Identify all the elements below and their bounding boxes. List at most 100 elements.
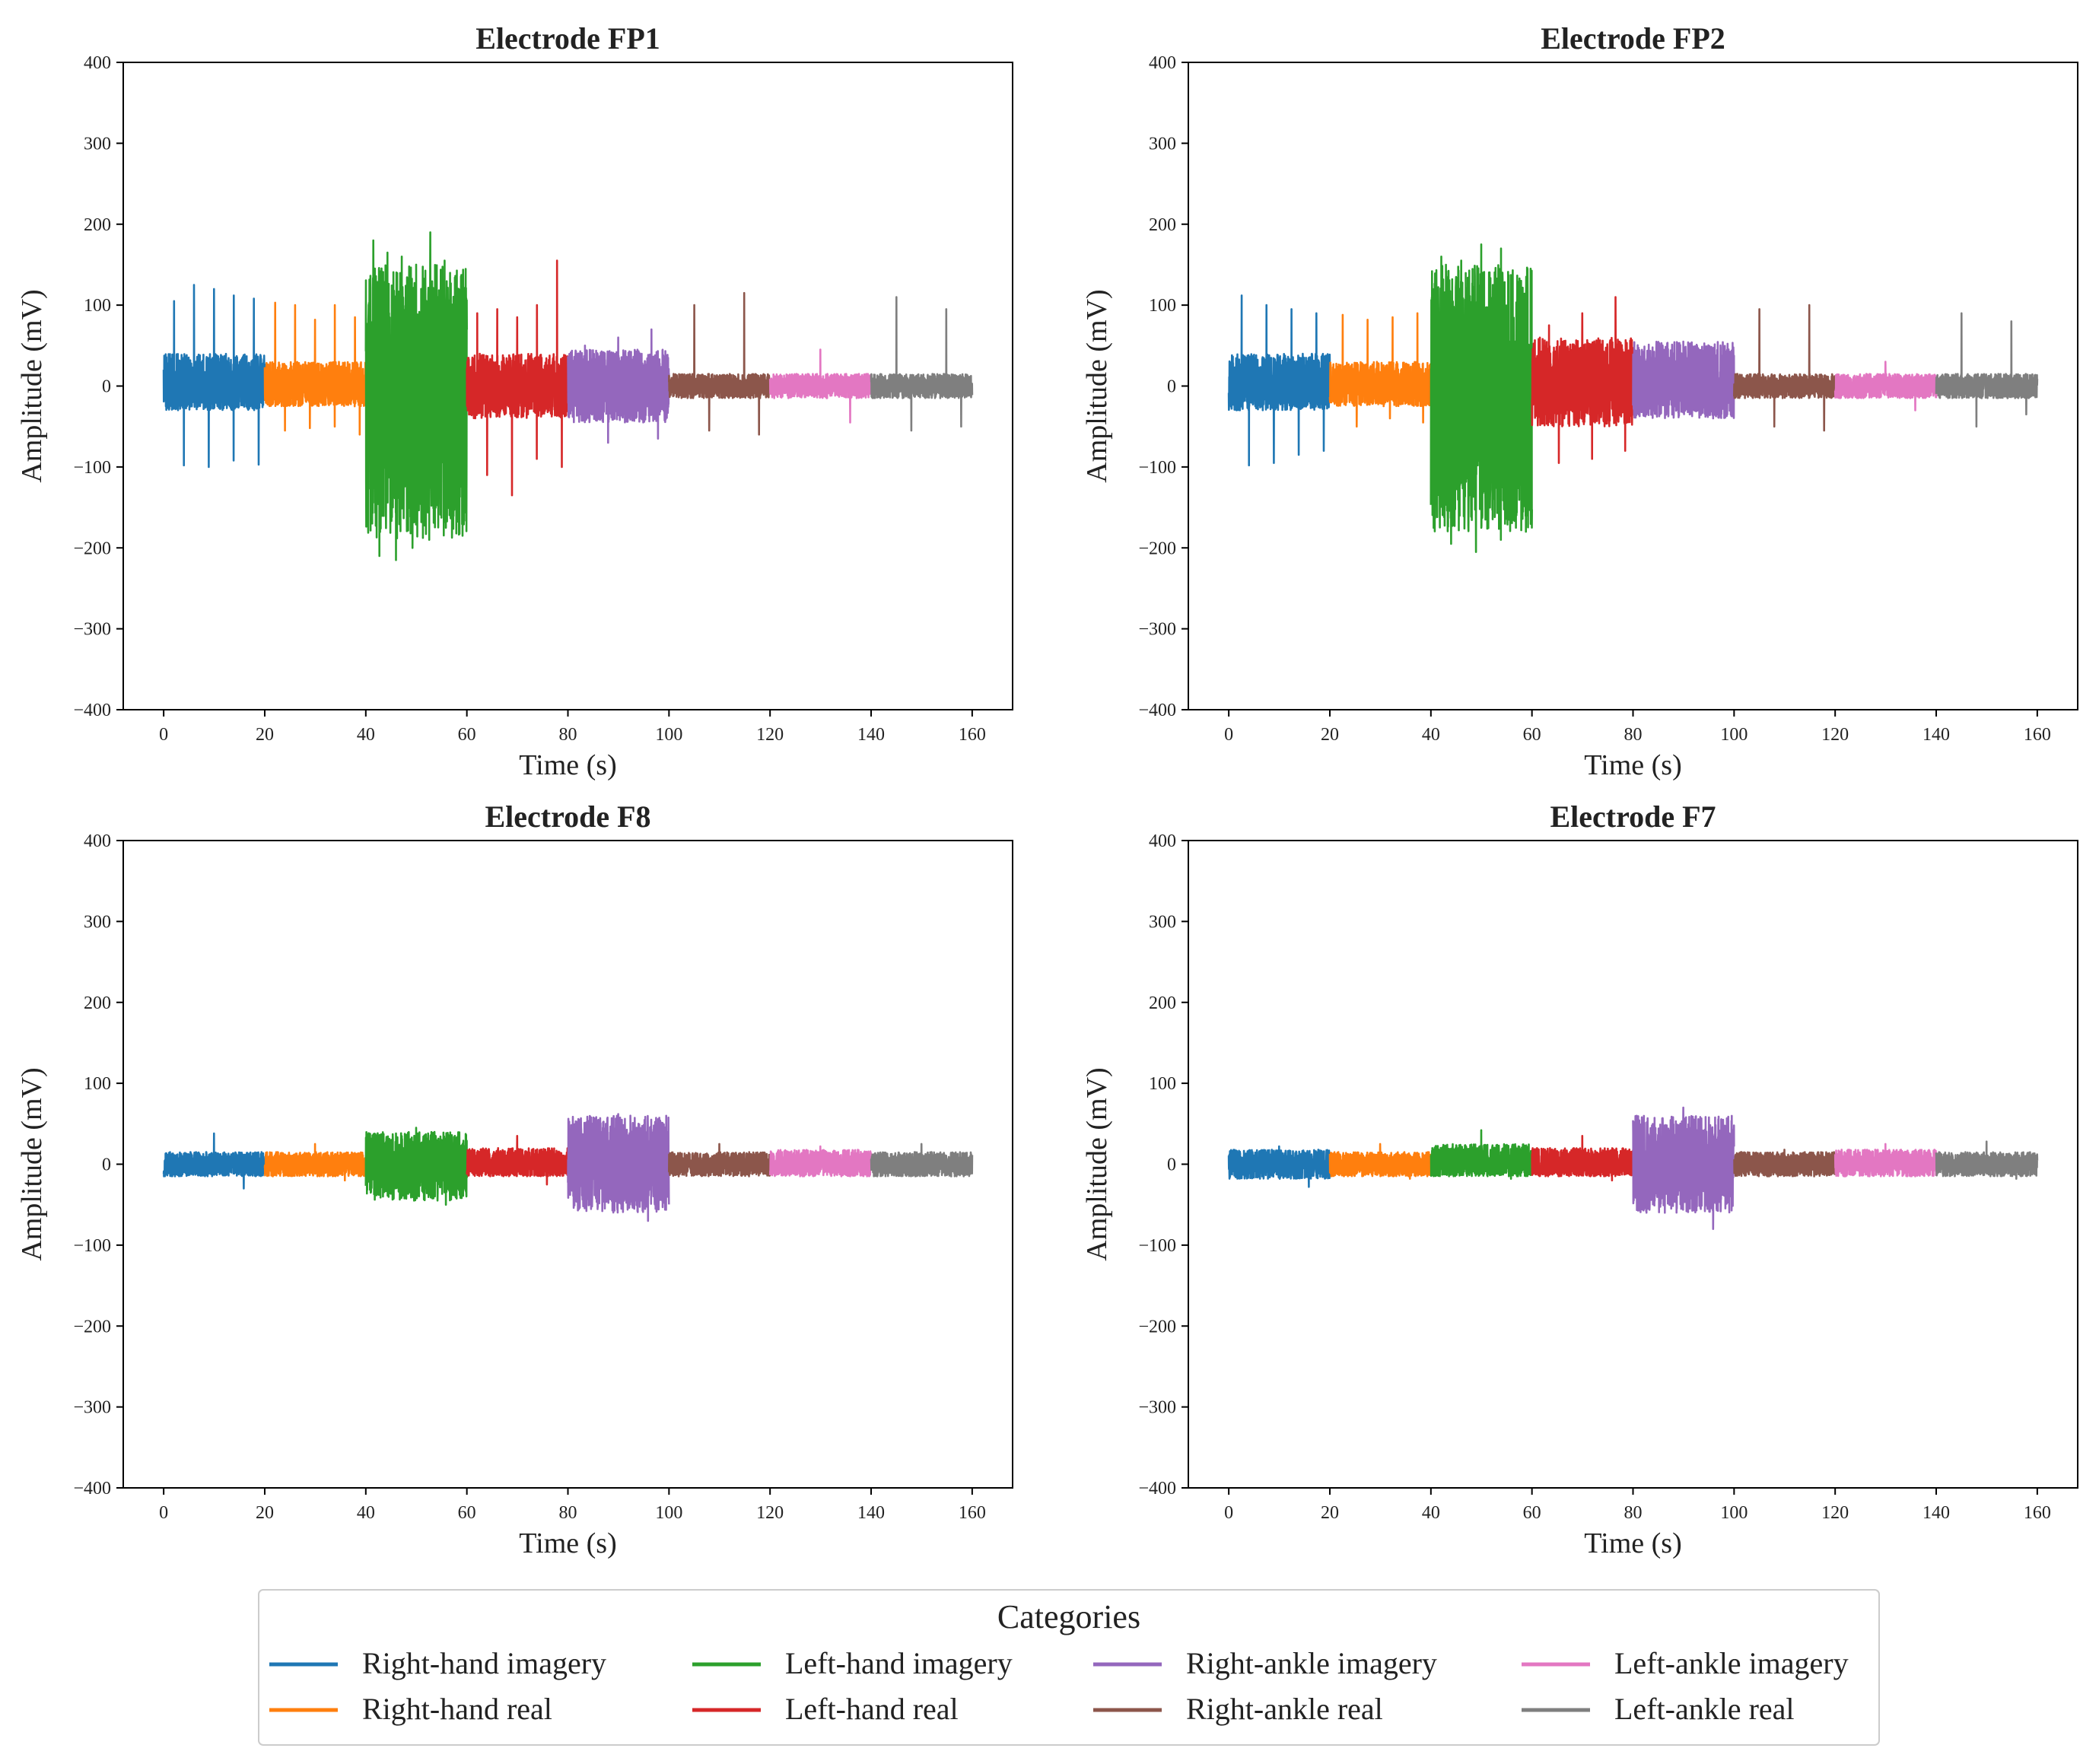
series-line-right-hand-imagery — [162, 1132, 266, 1190]
y-tick-label: −100 — [73, 458, 111, 478]
legend-item: Left-hand imagery — [692, 1646, 1013, 1680]
y-tick-label: 0 — [102, 1155, 111, 1175]
x-tick-label: 40 — [357, 1503, 375, 1523]
series-line-left-hand-real — [1531, 296, 1634, 464]
y-tick-label: −400 — [73, 701, 111, 720]
y-axis-label: Amplitude (mV) — [16, 1067, 48, 1260]
x-tick-label: 100 — [1720, 1503, 1748, 1523]
series-line-right-ankle-imagery — [1632, 1106, 1735, 1230]
panel-3: Electrode F8 0 20 40 60 80 100 120 140 160 −400 −30… — [16, 799, 1013, 1559]
legend-label: Right-hand real — [362, 1692, 552, 1726]
y-tick-label: −400 — [1138, 701, 1176, 720]
y-tick-label: −300 — [1138, 620, 1176, 640]
x-tick-label: 40 — [1422, 1503, 1440, 1523]
x-tick-label: 120 — [1821, 1503, 1849, 1523]
x-tick-label: 160 — [959, 725, 986, 745]
y-tick-label: −400 — [1138, 1479, 1176, 1499]
x-tick-label: 60 — [1523, 1503, 1541, 1523]
legend-item: Right-ankle real — [1093, 1692, 1383, 1726]
x-tick-label: 100 — [1720, 725, 1748, 745]
x-tick-label: 60 — [458, 725, 476, 745]
series-line-right-hand-imagery — [162, 284, 266, 469]
x-tick-label: 20 — [1321, 1503, 1339, 1523]
series-line-right-ankle-real — [1733, 304, 1837, 432]
y-tick-label: −200 — [73, 539, 111, 558]
x-tick-label: 120 — [1821, 725, 1849, 745]
x-tick-label: 100 — [655, 1503, 682, 1523]
x-tick-label: 80 — [1624, 725, 1643, 745]
series-group — [1227, 243, 2039, 553]
legend-item: Left-ankle real — [1522, 1692, 1795, 1726]
y-tick-label: −300 — [73, 620, 111, 640]
x-tick-label: 80 — [559, 725, 577, 745]
legend-label: Right-ankle real — [1186, 1692, 1383, 1726]
series-line-left-hand-imagery — [1430, 243, 1533, 553]
x-tick-label: 80 — [559, 1503, 577, 1523]
x-tick-label: 160 — [2024, 725, 2051, 745]
x-tick-label: 20 — [1321, 725, 1339, 745]
series-line-left-hand-real — [466, 1135, 569, 1186]
series-line-left-ankle-imagery — [1833, 361, 1938, 412]
series-line-right-ankle-real — [668, 291, 771, 436]
y-tick-label: 200 — [1149, 993, 1176, 1013]
x-axis-label: Time (s) — [519, 749, 616, 781]
x-axis-label: Time (s) — [1584, 1527, 1681, 1559]
y-tick-label: 400 — [1149, 53, 1176, 73]
legend-label: Left-hand imagery — [785, 1646, 1013, 1680]
x-tick-label: 100 — [655, 725, 682, 745]
x-tick-label: 0 — [159, 1503, 168, 1523]
series-line-right-hand-real — [1328, 1143, 1433, 1180]
series-line-left-ankle-real — [1935, 312, 2039, 428]
y-tick-label: −100 — [1138, 1236, 1176, 1256]
series-line-left-hand-imagery — [364, 231, 468, 561]
y-tick-label: 200 — [84, 993, 111, 1013]
series-line-right-hand-real — [1328, 312, 1433, 428]
series-group — [1227, 1106, 2039, 1230]
legend-label: Right-hand imagery — [362, 1646, 606, 1680]
y-tick-label: 100 — [1149, 1074, 1176, 1094]
x-tick-label: 40 — [357, 725, 375, 745]
legend-label: Left-ankle imagery — [1614, 1646, 1849, 1680]
series-line-left-ankle-real — [1935, 1140, 2039, 1180]
y-tick-label: −300 — [73, 1398, 111, 1418]
x-tick-label: 160 — [2024, 1503, 2051, 1523]
panel-1: Electrode FP1 0 20 40 60 80 100 120 140 160 −400 −3… — [16, 21, 1013, 781]
panel-2: Electrode FP2 0 20 40 60 80 100 120 140 160 −400 −3… — [1081, 21, 2078, 781]
y-tick-label: 400 — [84, 53, 111, 73]
y-tick-label: 100 — [84, 1074, 111, 1094]
series-line-right-hand-real — [263, 1143, 367, 1182]
x-tick-label: 20 — [256, 1503, 274, 1523]
y-axis-label: Amplitude (mV) — [1081, 1067, 1113, 1260]
legend: Categories Right-hand imagery Right-hand r… — [258, 1589, 1880, 1746]
x-tick-label: 40 — [1422, 725, 1440, 745]
panel-title: Electrode F7 — [1550, 799, 1716, 834]
y-tick-label: 100 — [1149, 296, 1176, 316]
legend-item: Left-ankle imagery — [1522, 1646, 1849, 1680]
series-line-left-hand-imagery — [364, 1127, 469, 1206]
x-tick-label: 140 — [857, 725, 885, 745]
y-axis-label: Amplitude (mV) — [1081, 289, 1113, 482]
legend-label: Left-ankle real — [1614, 1692, 1795, 1726]
x-tick-label: 140 — [1922, 725, 1950, 745]
y-tick-label: 0 — [1167, 1155, 1176, 1175]
y-tick-label: 200 — [84, 215, 111, 235]
series-line-left-ankle-real — [870, 1143, 974, 1178]
legend-label: Left-hand real — [785, 1692, 959, 1726]
series-line-left-hand-real — [466, 259, 569, 497]
x-tick-label: 120 — [756, 725, 784, 745]
y-tick-label: 0 — [1167, 377, 1176, 397]
x-tick-label: 120 — [756, 1503, 784, 1523]
y-tick-label: 100 — [84, 296, 111, 316]
x-tick-label: 60 — [458, 1503, 476, 1523]
series-line-right-hand-imagery — [1227, 294, 1331, 467]
y-tick-label: −100 — [1138, 458, 1176, 478]
y-axis-label: Amplitude (mV) — [16, 289, 48, 482]
series-line-right-ankle-imagery — [567, 1113, 670, 1222]
x-tick-label: 0 — [1224, 725, 1233, 745]
y-tick-label: 200 — [1149, 215, 1176, 235]
legend-box — [258, 1589, 1880, 1746]
x-tick-label: 140 — [1922, 1503, 1950, 1523]
series-line-right-ankle-imagery — [567, 328, 670, 444]
legend-title: Categories — [997, 1598, 1140, 1635]
